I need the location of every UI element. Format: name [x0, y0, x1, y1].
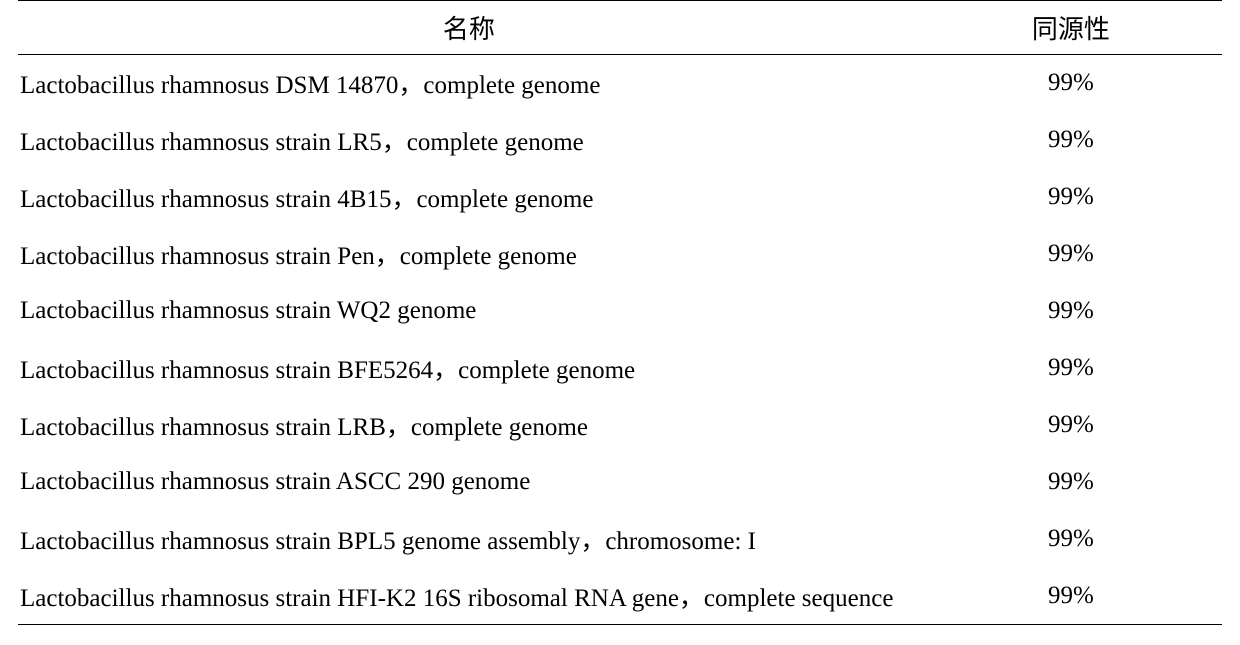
cell-homology: 99% [920, 55, 1222, 112]
column-header-name: 名称 [18, 1, 920, 55]
homology-table: 名称 同源性 Lactobacillus rhamnosus DSM 14870… [18, 0, 1222, 625]
cell-homology: 99% [920, 568, 1222, 625]
cell-name: Lactobacillus rhamnosus strain Pen，compl… [18, 226, 920, 283]
cell-name: Lactobacillus rhamnosus strain HFI-K2 16… [18, 568, 920, 625]
cell-homology: 99% [920, 112, 1222, 169]
cell-name: Lactobacillus rhamnosus strain ASCC 290 … [18, 454, 920, 511]
table-row: Lactobacillus rhamnosus strain BPL5 geno… [18, 511, 1222, 568]
cell-homology: 99% [920, 397, 1222, 454]
cell-homology: 99% [920, 511, 1222, 568]
table-row: Lactobacillus rhamnosus strain 4B15，comp… [18, 169, 1222, 226]
cell-name: Lactobacillus rhamnosus strain LR5，compl… [18, 112, 920, 169]
cell-name: Lactobacillus rhamnosus strain LRB，compl… [18, 397, 920, 454]
table-container: 名称 同源性 Lactobacillus rhamnosus DSM 14870… [0, 0, 1240, 625]
cell-homology: 99% [920, 169, 1222, 226]
table-row: Lactobacillus rhamnosus strain WQ2 genom… [18, 283, 1222, 340]
cell-name: Lactobacillus rhamnosus strain 4B15，comp… [18, 169, 920, 226]
cell-name: Lactobacillus rhamnosus strain WQ2 genom… [18, 283, 920, 340]
cell-homology: 99% [920, 283, 1222, 340]
column-header-homology: 同源性 [920, 1, 1222, 55]
table-header-row: 名称 同源性 [18, 1, 1222, 55]
cell-name: Lactobacillus rhamnosus strain BFE5264，c… [18, 340, 920, 397]
cell-name: Lactobacillus rhamnosus DSM 14870，comple… [18, 55, 920, 112]
cell-homology: 99% [920, 226, 1222, 283]
table-row: Lactobacillus rhamnosus strain BFE5264，c… [18, 340, 1222, 397]
table-row: Lactobacillus rhamnosus strain Pen，compl… [18, 226, 1222, 283]
table-row: Lactobacillus rhamnosus strain ASCC 290 … [18, 454, 1222, 511]
table-row: Lactobacillus rhamnosus strain LR5，compl… [18, 112, 1222, 169]
table-row: Lactobacillus rhamnosus DSM 14870，comple… [18, 55, 1222, 112]
cell-name: Lactobacillus rhamnosus strain BPL5 geno… [18, 511, 920, 568]
cell-homology: 99% [920, 340, 1222, 397]
cell-homology: 99% [920, 454, 1222, 511]
table-row: Lactobacillus rhamnosus strain LRB，compl… [18, 397, 1222, 454]
table-row: Lactobacillus rhamnosus strain HFI-K2 16… [18, 568, 1222, 625]
